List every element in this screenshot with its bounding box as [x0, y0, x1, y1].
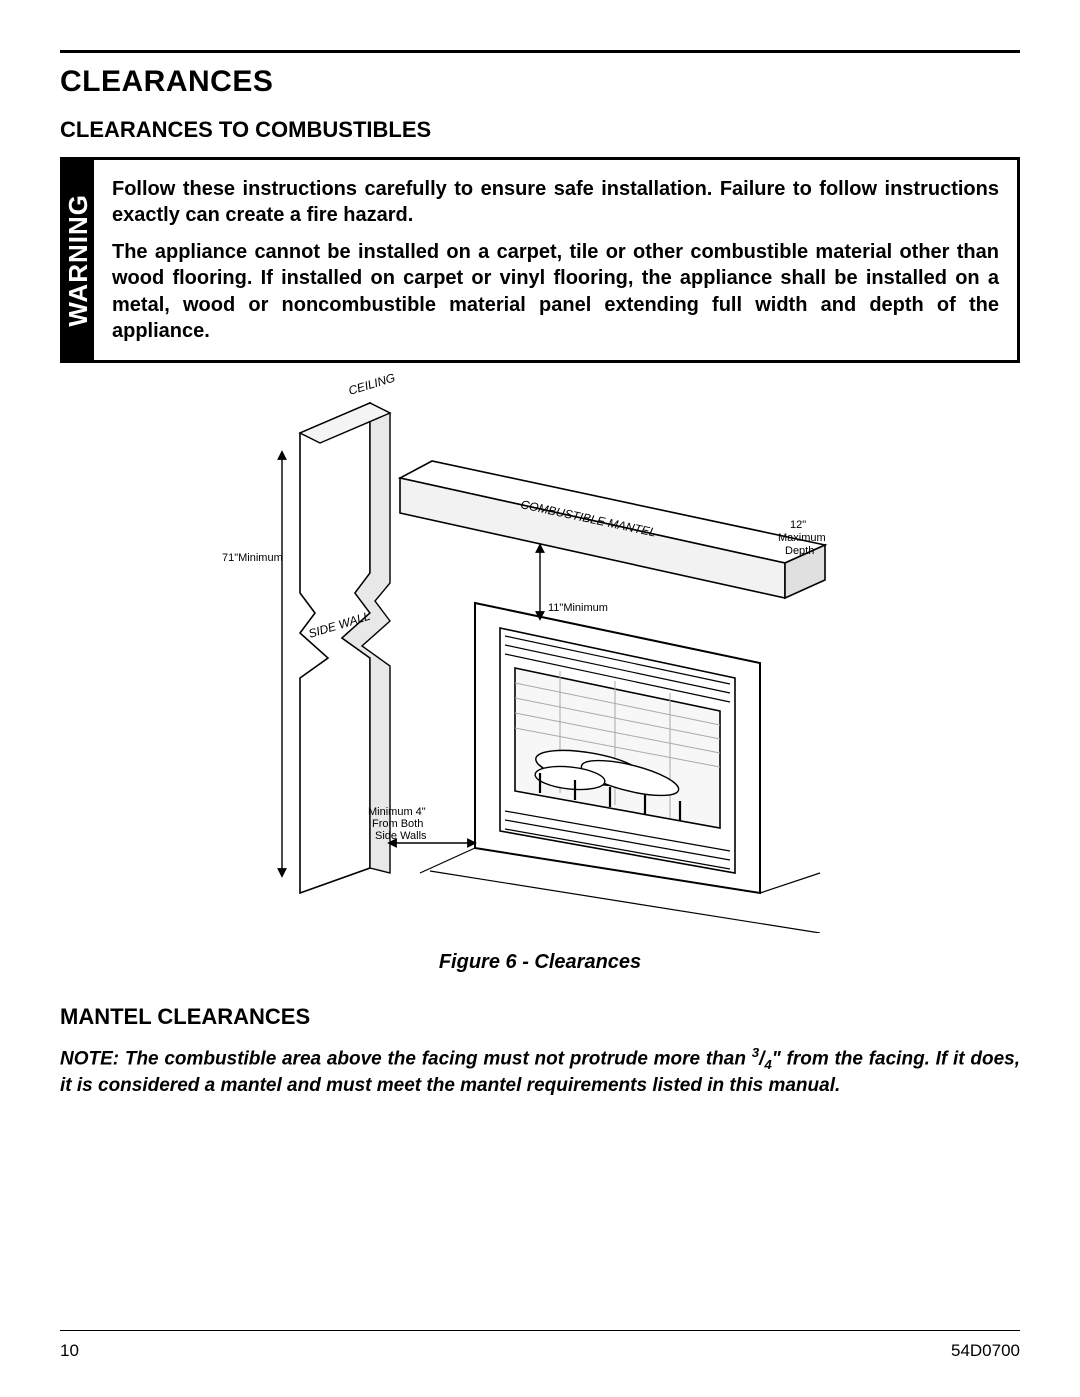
warning-paragraph-1: Follow these instructions carefully to e… — [112, 176, 999, 229]
subsection-mantel: MANTEL CLEARANCES — [60, 1004, 1020, 1030]
section-title: CLEARANCES — [60, 65, 1020, 99]
side-l2: From Both — [372, 818, 423, 830]
ceiling-dim: 71"Minimum — [222, 455, 283, 873]
top-rule — [60, 50, 1020, 53]
mantel-note: NOTE: The combustible area above the fac… — [60, 1044, 1020, 1098]
ceiling-min-label: 71"Minimum — [222, 552, 283, 564]
fraction-den: 4 — [764, 1057, 771, 1072]
mantel-note-prefix: NOTE: The combustible area above the fac… — [60, 1049, 752, 1070]
warning-tab: WARNING — [63, 160, 94, 360]
figure-caption: Figure 6 - Clearances — [439, 951, 641, 974]
doc-code: 54D0700 — [951, 1341, 1020, 1361]
fraction-num: 3 — [752, 1045, 759, 1060]
warning-paragraph-2: The appliance cannot be installed on a c… — [112, 239, 999, 345]
warning-body: Follow these instructions carefully to e… — [94, 160, 1017, 360]
depth-l3: Depth — [785, 545, 814, 557]
fireplace — [420, 603, 820, 933]
clearances-diagram: CEILING SIDE WALL COMBUSTIBLE MANTEL 12"… — [220, 373, 860, 933]
depth-l1: 12" — [790, 519, 806, 531]
side-l3: Side Walls — [375, 830, 427, 842]
warning-label: WARNING — [63, 194, 94, 327]
sidewall-dim: Minimum 4" From Both Side Walls — [368, 806, 472, 843]
page-number: 10 — [60, 1341, 79, 1361]
side-l1: Minimum 4" — [368, 806, 426, 818]
mantel-min-label: 11"Minimum — [548, 602, 608, 614]
footer: 10 54D0700 — [60, 1330, 1020, 1361]
subsection-clearances: CLEARANCES TO COMBUSTIBLES — [60, 117, 1020, 143]
figure-wrap: CEILING SIDE WALL COMBUSTIBLE MANTEL 12"… — [60, 373, 1020, 974]
depth-l2: Maximum — [778, 532, 826, 544]
mantel-dim: 11"Minimum — [540, 548, 608, 616]
warning-box: WARNING Follow these instructions carefu… — [60, 157, 1020, 363]
ceiling-label: CEILING — [347, 373, 397, 398]
